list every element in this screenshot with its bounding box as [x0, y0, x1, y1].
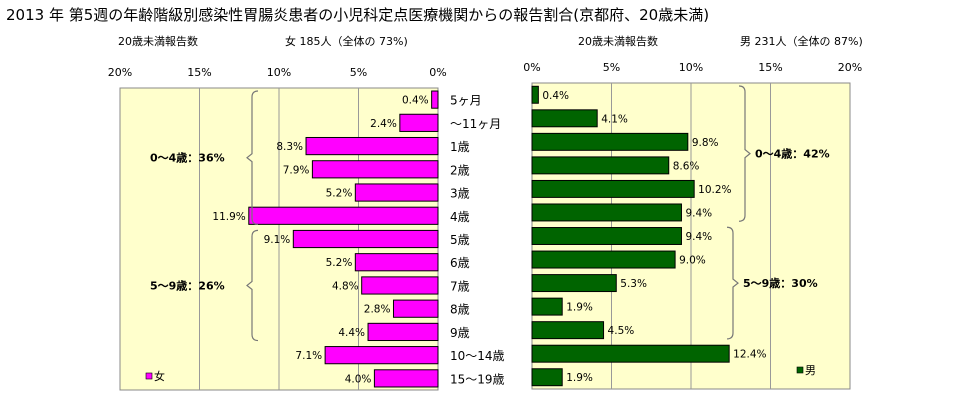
- female-tick-label: 20%: [108, 66, 132, 79]
- male-tick-label: 0%: [523, 61, 540, 74]
- male-data-label: 1.9%: [566, 302, 593, 314]
- female-data-label: 7.1%: [295, 350, 322, 362]
- female-legend-swatch: [145, 372, 153, 380]
- age-category-label: 5歳: [450, 233, 470, 247]
- male-bar: [531, 368, 563, 387]
- male-data-label: 8.6%: [673, 160, 700, 172]
- age-category-label: 4歳: [450, 210, 470, 224]
- female-bar: [367, 322, 439, 342]
- female-bar: [248, 206, 439, 225]
- age-category-label: 6歳: [450, 256, 470, 270]
- male-data-label: 0.4%: [542, 90, 569, 102]
- male-age-group-brace: [738, 85, 751, 222]
- male-bar: [531, 297, 563, 316]
- age-category-label: 7歳: [450, 279, 470, 293]
- male-data-label: 9.4%: [685, 231, 712, 243]
- male-bar: [531, 344, 730, 363]
- female-tick-label: 5%: [350, 66, 367, 79]
- female-age-group-brace: [246, 229, 259, 342]
- age-category-label: 1歳: [450, 140, 470, 154]
- male-bar: [531, 85, 539, 104]
- female-data-label: 2.8%: [364, 304, 391, 316]
- age-category-label: 9歳: [450, 326, 470, 340]
- male-data-label: 10.2%: [698, 184, 731, 196]
- male-data-label: 1.9%: [566, 372, 593, 384]
- left-subtitle-count: 20歳未満報告数: [118, 35, 198, 48]
- age-category-label: 5ヶ月: [450, 94, 482, 108]
- female-data-label: 5.2%: [326, 188, 353, 200]
- right-subtitle-share: 男 231人（全体の 87%): [740, 34, 863, 48]
- male-tick-label: 10%: [679, 61, 703, 74]
- right-subtitle-count: 20歳未満報告数: [578, 35, 658, 48]
- male-data-label: 12.4%: [733, 349, 766, 361]
- male-bar: [531, 227, 682, 245]
- male-bar: [531, 203, 682, 222]
- female-data-label: 9.1%: [264, 234, 291, 246]
- female-data-label: 7.9%: [283, 164, 310, 176]
- female-data-label: 8.3%: [276, 141, 303, 153]
- female-bar: [392, 299, 439, 318]
- male-bar: [531, 156, 670, 175]
- male-bar: [531, 179, 695, 198]
- left-subtitle-share: 女 185人（全体の 73%): [285, 34, 408, 48]
- male-bar: [531, 274, 617, 293]
- female-bar: [373, 369, 439, 388]
- male-tick-label: 20%: [838, 61, 862, 74]
- female-data-label: 5.2%: [326, 257, 353, 269]
- male-age-group-label: 5～9歳：30%: [743, 276, 818, 290]
- male-data-label: 9.4%: [685, 207, 712, 219]
- male-chart: 0% 5% 10% 15% 20% 0.4% 4.1% 9.8% 8.6% 10.2% 9.4% 9…: [523, 61, 862, 390]
- female-data-label: 4.4%: [338, 327, 365, 339]
- male-data-label: 5.3%: [620, 278, 647, 290]
- female-bar: [354, 253, 439, 272]
- female-bar: [431, 90, 439, 109]
- age-category-labels: 5ヶ月 ～11ヶ月 1歳 2歳 3歳 4歳 5歳 6歳 7歳 8歳 9歳 10～14歳 15～19歳: [450, 94, 505, 387]
- male-bar: [531, 321, 605, 340]
- male-tick-label: 5%: [603, 61, 620, 74]
- male-data-label: 9.8%: [692, 137, 719, 149]
- female-tick-label: 15%: [187, 66, 211, 79]
- female-age-group-brace: [246, 90, 259, 225]
- male-bar: [531, 109, 598, 128]
- age-category-label: 2歳: [450, 163, 470, 177]
- female-data-label: 4.0%: [345, 373, 372, 385]
- female-tick-label: 0%: [429, 66, 446, 79]
- age-category-label: 8歳: [450, 303, 470, 317]
- female-age-group-label: 5～9歳：26%: [150, 278, 225, 292]
- male-bar: [531, 250, 676, 269]
- female-bar: [399, 113, 439, 132]
- female-bar: [292, 229, 439, 249]
- female-age-group-label: 0～4歳：36%: [150, 151, 225, 165]
- female-bar: [324, 346, 439, 365]
- female-bar: [311, 160, 439, 179]
- female-data-label: 4.8%: [332, 280, 359, 292]
- male-age-group-label: 0～4歳：42%: [755, 147, 830, 161]
- male-legend-label: 男: [805, 364, 816, 377]
- chart-title: 2013 年 第5週の年齢階級別感染性胃腸炎患者の小児科定点医療機関からの報告割…: [6, 6, 709, 24]
- male-data-label: 9.0%: [679, 255, 706, 267]
- male-legend-swatch: [796, 366, 804, 374]
- age-category-label: 10～14歳: [450, 349, 505, 363]
- male-data-label: 4.5%: [608, 325, 635, 337]
- male-tick-label: 15%: [758, 61, 782, 74]
- male-data-label: 4.1%: [601, 113, 628, 125]
- female-bar: [354, 183, 439, 202]
- female-data-label: 11.9%: [212, 211, 245, 223]
- age-category-label: ～11ヶ月: [450, 117, 501, 131]
- male-bar: [531, 132, 689, 151]
- female-data-label: 2.4%: [370, 118, 397, 130]
- female-data-label: 0.4%: [402, 95, 429, 107]
- female-chart: 20% 15% 10% 5% 0% 0.4% 2.4% 8.3% 7.9% 5.2% 11.9% 9…: [108, 66, 447, 391]
- female-bar: [305, 136, 439, 156]
- female-bar: [361, 276, 439, 295]
- age-category-label: 3歳: [450, 187, 470, 201]
- male-age-group-brace: [726, 226, 739, 340]
- age-category-label: 15～19歳: [450, 372, 505, 386]
- female-legend-label: 女: [154, 369, 165, 383]
- female-tick-label: 10%: [267, 66, 291, 79]
